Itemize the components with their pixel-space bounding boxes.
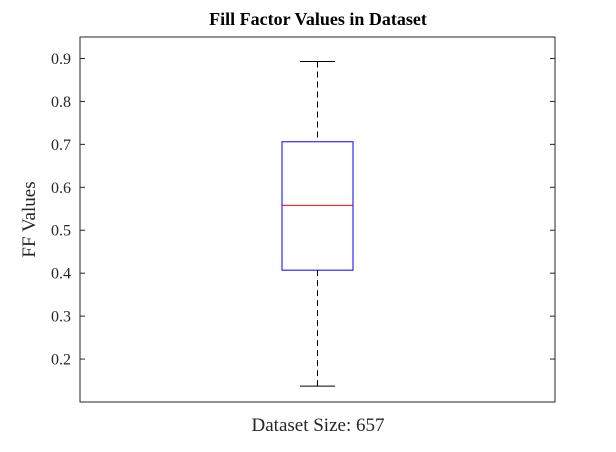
y-axis: 0.2 0.3 0.4 0.5 0.6 0.7 0.8 0.9: [51, 51, 555, 369]
y-tick-label: 0.6: [51, 180, 71, 197]
y-tick-label: 0.3: [51, 309, 71, 326]
y-tick-label: 0.7: [51, 137, 71, 154]
chart-title: Fill Factor Values in Dataset: [209, 9, 427, 29]
y-tick-label: 0.8: [51, 94, 71, 111]
y-tick-label: 0.2: [51, 352, 71, 369]
iqr-box: [281, 141, 354, 271]
x-axis-label: Dataset Size: 657: [252, 415, 385, 436]
y-tick-label: 0.5: [51, 223, 71, 240]
y-tick-label: 0.9: [51, 51, 71, 68]
y-tick-label: 0.4: [51, 266, 71, 283]
boxplot-series: [281, 60, 354, 387]
y-axis-label: FF Values: [19, 181, 40, 257]
